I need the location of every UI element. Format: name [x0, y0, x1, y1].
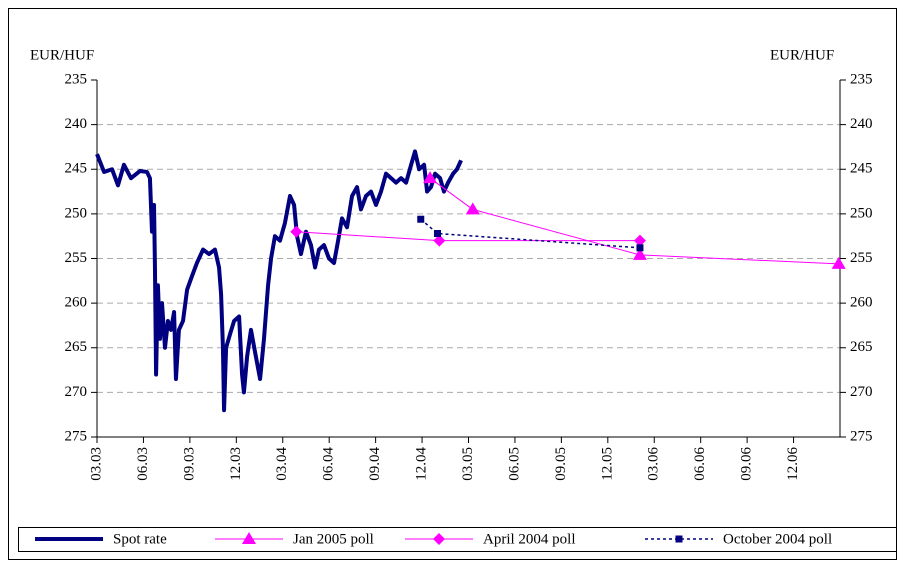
x-tick-label: 12.06 — [785, 447, 801, 481]
x-tick-label: 12.03 — [228, 447, 244, 481]
x-tick-label: 03.06 — [646, 447, 662, 481]
y-axis-label: EUR/HUF — [30, 47, 94, 63]
y2-tick-label: 260 — [850, 295, 873, 311]
x-tick-label: 09.04 — [367, 447, 383, 481]
marker — [632, 247, 647, 260]
y-tick-label: 275 — [65, 428, 88, 444]
legend-marker — [433, 533, 445, 545]
x-tick-label: 03.04 — [274, 447, 290, 481]
y2-axis-label: EUR/HUF — [770, 47, 834, 63]
y-tick-label: 235 — [65, 71, 88, 87]
marker — [831, 256, 846, 269]
legend-marker — [242, 532, 256, 544]
y2-tick-label: 265 — [850, 339, 873, 355]
y2-tick-label: 240 — [850, 116, 873, 132]
y-tick-label: 250 — [65, 205, 88, 221]
x-tick-label: 03.03 — [88, 447, 104, 481]
marker — [290, 225, 303, 238]
marker — [417, 215, 425, 223]
y2-tick-label: 245 — [850, 161, 873, 177]
marker — [633, 234, 646, 247]
legend-label: October 2004 poll — [723, 531, 832, 547]
marker — [433, 230, 441, 238]
x-tick-label: 03.05 — [460, 447, 476, 481]
marker — [423, 171, 438, 184]
y-tick-label: 265 — [65, 339, 88, 355]
x-tick-label: 12.04 — [414, 447, 430, 481]
y-tick-label: 240 — [65, 116, 88, 132]
series-line — [95, 149, 463, 413]
legend-label: April 2004 poll — [483, 531, 576, 547]
x-tick-label: 09.05 — [553, 447, 569, 481]
x-tick-label: 09.03 — [181, 447, 197, 481]
x-tick-label: 06.04 — [321, 447, 337, 481]
y-tick-label: 245 — [65, 161, 88, 177]
y-tick-label: 260 — [65, 295, 88, 311]
y2-tick-label: 235 — [850, 71, 873, 87]
marker — [636, 244, 644, 252]
legend-marker — [675, 535, 683, 543]
y2-tick-label: 250 — [850, 205, 873, 221]
legend-label: Spot rate — [113, 531, 167, 547]
legend-label: Jan 2005 poll — [293, 531, 374, 547]
y2-tick-label: 275 — [850, 428, 873, 444]
marker — [465, 202, 480, 215]
series-line — [429, 177, 839, 265]
x-tick-label: 06.03 — [135, 447, 151, 481]
y-tick-label: 270 — [65, 384, 88, 400]
x-tick-label: 09.06 — [739, 447, 755, 481]
y2-tick-label: 270 — [850, 384, 873, 400]
x-tick-label: 12.05 — [599, 447, 615, 481]
x-tick-label: 06.05 — [506, 447, 522, 481]
series-line — [420, 218, 640, 249]
marker — [433, 234, 446, 247]
y2-tick-label: 255 — [850, 250, 873, 266]
x-tick-label: 06.06 — [692, 447, 708, 481]
y-tick-label: 255 — [65, 250, 88, 266]
